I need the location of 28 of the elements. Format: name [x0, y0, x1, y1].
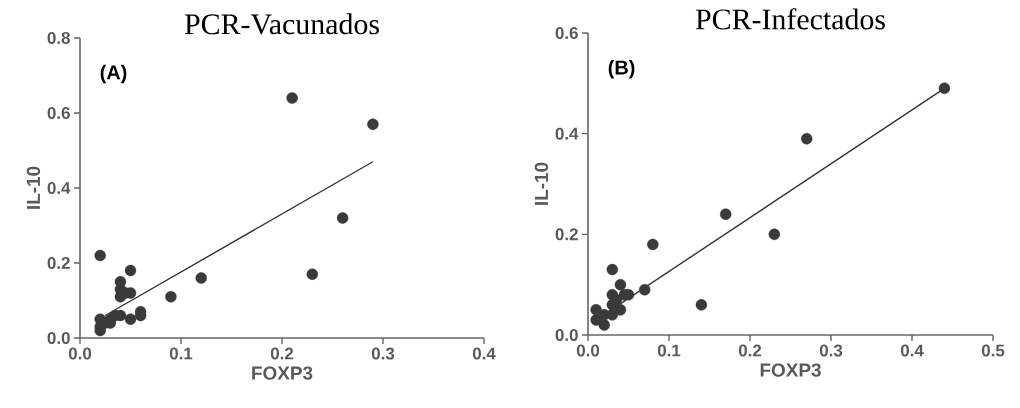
y-axis-title: IL-10 [534, 162, 549, 205]
x-tick-label: 0.1 [169, 347, 193, 360]
x-tick-label: 0.1 [657, 344, 681, 357]
y-axis-title: IL-10 [26, 166, 41, 209]
x-tick-label: 0.4 [472, 347, 496, 360]
y-tick-label: 0.0 [555, 329, 578, 341]
chart-title: PCR-Vacunados [184, 13, 379, 35]
x-tick-label: 0.3 [371, 347, 395, 360]
y-tick-label: 0.6 [47, 107, 70, 119]
x-tick-label: 0.3 [819, 344, 843, 357]
annotation: (B) [608, 59, 635, 79]
y-tick-label: 0.2 [47, 257, 70, 269]
x-tick-label: 0.2 [270, 347, 294, 360]
y-tick-label: 0.4 [555, 127, 579, 140]
x-axis-title: FOXP3 [252, 366, 313, 380]
x-axis-title: FOXP3 [760, 363, 821, 377]
annotation: (A) [100, 64, 127, 84]
y-tick-label: 0.4 [47, 182, 71, 194]
x-tick-label: 0.2 [738, 344, 762, 357]
y-tick-label: 0.8 [47, 32, 70, 44]
y-tick-label: 0.2 [555, 228, 578, 241]
y-tick-label: 0.6 [555, 27, 578, 39]
x-tick-label: 0.4 [900, 344, 924, 357]
y-tick-label: 0.0 [47, 332, 70, 344]
x-tick-label: 0.5 [981, 344, 1005, 357]
x-tick-label: 0.0 [576, 344, 600, 357]
chart-title: PCR-Infectados [695, 8, 885, 30]
x-tick-label: 0.0 [68, 347, 92, 360]
